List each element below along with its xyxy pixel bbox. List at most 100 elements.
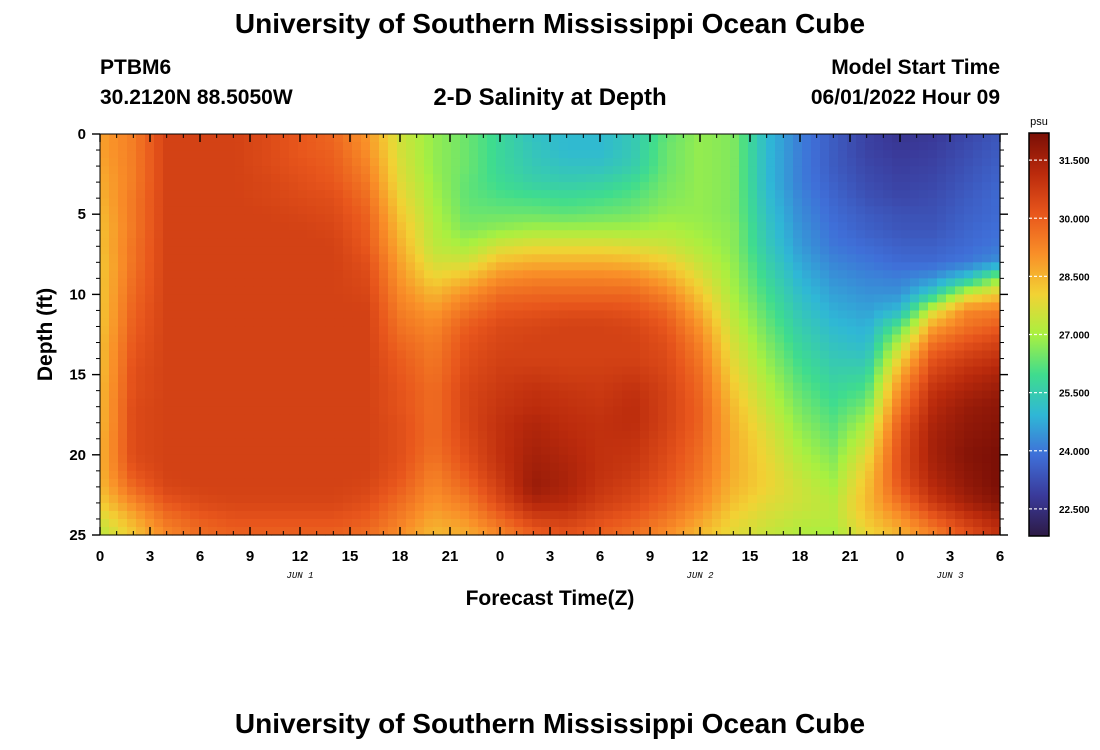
heatmap-cell bbox=[793, 462, 803, 472]
heatmap-cell bbox=[703, 358, 713, 368]
heatmap-cell bbox=[667, 502, 677, 512]
heatmap-cell bbox=[874, 518, 884, 528]
heatmap-cell bbox=[334, 430, 344, 440]
heatmap-cell bbox=[334, 334, 344, 344]
heatmap-cell bbox=[460, 502, 470, 512]
heatmap-cell bbox=[406, 430, 416, 440]
heatmap-cell bbox=[748, 246, 758, 255]
heatmap-cell bbox=[253, 406, 263, 416]
heatmap-cell bbox=[235, 246, 245, 255]
heatmap-cell bbox=[550, 342, 560, 352]
heatmap-cell bbox=[478, 374, 488, 384]
heatmap-cell bbox=[307, 318, 317, 328]
heatmap-cell bbox=[910, 438, 920, 448]
heatmap-cell bbox=[685, 222, 695, 231]
heatmap-cell bbox=[451, 342, 461, 352]
heatmap-cell bbox=[325, 158, 335, 167]
heatmap-cell bbox=[586, 366, 596, 376]
heatmap-cell bbox=[109, 198, 119, 207]
heatmap-cell bbox=[937, 286, 947, 295]
heatmap-cell bbox=[118, 366, 128, 376]
heatmap-cell bbox=[199, 374, 209, 384]
heatmap-cell bbox=[100, 518, 110, 528]
heatmap-cell bbox=[271, 270, 281, 279]
heatmap-cell bbox=[307, 390, 317, 400]
heatmap-cell bbox=[676, 342, 686, 352]
heatmap-cell bbox=[694, 350, 704, 360]
heatmap-cell bbox=[235, 462, 245, 472]
heatmap-cell bbox=[973, 454, 983, 464]
heatmap-cell bbox=[451, 390, 461, 400]
heatmap-cell bbox=[775, 238, 785, 247]
heatmap-cell bbox=[991, 438, 1001, 448]
heatmap-cell bbox=[442, 374, 452, 384]
heatmap-cell bbox=[541, 414, 551, 424]
heatmap-cell bbox=[262, 406, 272, 416]
heatmap-cell bbox=[208, 150, 218, 159]
heatmap-cell bbox=[856, 486, 866, 496]
heatmap-cell bbox=[820, 486, 830, 496]
heatmap-cell bbox=[469, 414, 479, 424]
heatmap-cell bbox=[694, 246, 704, 255]
heatmap-cell bbox=[622, 302, 632, 312]
heatmap-cell bbox=[541, 310, 551, 320]
heatmap-cell bbox=[568, 318, 578, 328]
heatmap-cell bbox=[613, 342, 623, 352]
heatmap-cell bbox=[658, 526, 668, 536]
heatmap-cell bbox=[973, 294, 983, 304]
heatmap-cell bbox=[541, 446, 551, 456]
heatmap-cell bbox=[640, 286, 650, 295]
heatmap-cell bbox=[181, 342, 191, 352]
heatmap-cell bbox=[559, 142, 569, 151]
heatmap-cell bbox=[469, 398, 479, 408]
heatmap-cell bbox=[649, 206, 659, 215]
heatmap-cell bbox=[199, 174, 209, 183]
heatmap-cell bbox=[208, 206, 218, 215]
heatmap-cell bbox=[442, 446, 452, 456]
heatmap-cell bbox=[199, 350, 209, 360]
heatmap-cell bbox=[100, 478, 110, 488]
heatmap-cell bbox=[172, 270, 182, 279]
heatmap-cell bbox=[802, 214, 812, 223]
heatmap-cell bbox=[559, 254, 569, 263]
heatmap-cell bbox=[694, 222, 704, 231]
heatmap-cell bbox=[478, 366, 488, 376]
heatmap-cell bbox=[847, 390, 857, 400]
heatmap-cell bbox=[685, 318, 695, 328]
heatmap-cell bbox=[307, 310, 317, 320]
heatmap-cell bbox=[847, 518, 857, 528]
heatmap-cell bbox=[100, 238, 110, 247]
heatmap-cell bbox=[667, 390, 677, 400]
heatmap-cell bbox=[109, 374, 119, 384]
heatmap-cell bbox=[964, 246, 974, 255]
heatmap-cell bbox=[685, 398, 695, 408]
heatmap-cell bbox=[883, 142, 893, 151]
heatmap-cell bbox=[901, 326, 911, 336]
heatmap-cell bbox=[946, 254, 956, 263]
heatmap-cell bbox=[127, 302, 137, 312]
heatmap-cell bbox=[199, 262, 209, 271]
heatmap-cell bbox=[658, 310, 668, 320]
heatmap-cell bbox=[199, 230, 209, 239]
heatmap-cell bbox=[649, 366, 659, 376]
heatmap-cell bbox=[640, 158, 650, 167]
heatmap-cell bbox=[244, 478, 254, 488]
heatmap-cell bbox=[568, 326, 578, 336]
heatmap-cell bbox=[649, 214, 659, 223]
heatmap-cell bbox=[487, 438, 497, 448]
heatmap-cell bbox=[820, 238, 830, 247]
heatmap-cell bbox=[712, 134, 722, 143]
heatmap-cell bbox=[991, 302, 1001, 312]
heatmap-cell bbox=[883, 278, 893, 287]
heatmap-cell bbox=[127, 382, 137, 392]
heatmap-cell bbox=[298, 214, 308, 223]
heatmap-cell bbox=[901, 422, 911, 432]
heatmap-cell bbox=[559, 166, 569, 175]
heatmap-cell bbox=[370, 390, 380, 400]
heatmap-cell bbox=[739, 254, 749, 263]
heatmap-cell bbox=[154, 310, 164, 320]
heatmap-cell bbox=[523, 422, 533, 432]
heatmap-cell bbox=[343, 430, 353, 440]
heatmap-cell bbox=[568, 190, 578, 199]
heatmap-cell bbox=[793, 174, 803, 183]
